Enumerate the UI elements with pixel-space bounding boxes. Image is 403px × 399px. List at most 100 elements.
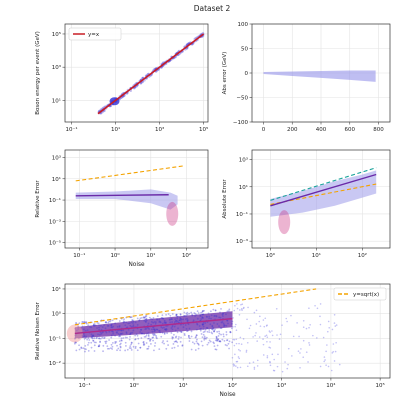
outlier-point bbox=[312, 334, 314, 337]
data-point bbox=[228, 308, 231, 311]
data-point bbox=[83, 338, 86, 340]
data-point bbox=[158, 329, 160, 332]
data-point bbox=[105, 331, 108, 334]
data-point bbox=[130, 347, 132, 349]
outlier-point bbox=[233, 364, 236, 366]
data-point bbox=[214, 315, 216, 317]
data-point bbox=[121, 332, 124, 335]
data-point bbox=[179, 317, 182, 320]
data-point bbox=[204, 337, 206, 339]
outlier-point bbox=[334, 325, 337, 327]
data-point bbox=[119, 335, 121, 338]
data-point bbox=[214, 309, 217, 312]
outlier-point bbox=[269, 347, 272, 349]
data-point bbox=[153, 321, 156, 323]
data-point bbox=[147, 347, 150, 350]
data-point bbox=[84, 350, 86, 353]
data-point bbox=[182, 318, 185, 321]
data-point bbox=[83, 321, 86, 324]
data-point bbox=[211, 332, 214, 335]
data-point bbox=[179, 330, 182, 333]
y-tick-label: −50 bbox=[236, 96, 248, 102]
outlier-point bbox=[264, 335, 266, 338]
data-point bbox=[147, 322, 150, 325]
data-point bbox=[213, 330, 216, 333]
data-point bbox=[147, 326, 149, 329]
data-point bbox=[96, 327, 98, 329]
x-tick-label: 10⁰ bbox=[266, 252, 276, 259]
data-point bbox=[215, 315, 218, 318]
data-point bbox=[114, 322, 117, 325]
data-point bbox=[197, 347, 200, 350]
data-point bbox=[91, 336, 94, 339]
data-point bbox=[213, 345, 216, 348]
data-point bbox=[216, 330, 219, 333]
data-point bbox=[82, 321, 84, 323]
data-point bbox=[175, 314, 178, 317]
data-point bbox=[140, 328, 142, 331]
data-point bbox=[214, 309, 217, 312]
outlier-point bbox=[331, 352, 334, 354]
data-point bbox=[212, 308, 215, 311]
data-point bbox=[84, 337, 87, 339]
data-point bbox=[142, 316, 145, 318]
data-point bbox=[149, 338, 152, 341]
data-point bbox=[107, 321, 110, 324]
data-point bbox=[216, 338, 218, 340]
data-point bbox=[198, 325, 201, 327]
data-point bbox=[93, 350, 96, 352]
data-point bbox=[110, 336, 113, 339]
data-point bbox=[161, 314, 164, 317]
x-tick-label: 10¹ bbox=[312, 252, 321, 259]
data-point bbox=[207, 341, 210, 344]
data-point bbox=[218, 340, 221, 343]
data-point bbox=[228, 347, 230, 350]
data-point bbox=[98, 324, 101, 327]
data-point bbox=[104, 340, 107, 343]
y-tick-label: 10¹ bbox=[52, 97, 61, 104]
data-point bbox=[122, 320, 125, 323]
outlier-point bbox=[240, 343, 243, 345]
outlier-point bbox=[265, 334, 268, 337]
data-point bbox=[101, 331, 104, 334]
data-point bbox=[196, 342, 199, 345]
outlier-point bbox=[271, 353, 274, 356]
data-point bbox=[212, 330, 215, 333]
data-point bbox=[92, 324, 95, 327]
data-point bbox=[115, 331, 118, 334]
data-point bbox=[114, 342, 117, 345]
data-point bbox=[201, 313, 204, 316]
data-point bbox=[220, 327, 223, 330]
data-point bbox=[230, 327, 233, 330]
error-band bbox=[75, 189, 178, 210]
data-point bbox=[125, 332, 128, 335]
data-point bbox=[120, 332, 122, 335]
outlier-point bbox=[245, 349, 248, 352]
data-point bbox=[213, 329, 216, 332]
data-point bbox=[165, 327, 168, 330]
data-point bbox=[171, 324, 174, 327]
data-point bbox=[212, 326, 215, 329]
data-point bbox=[169, 321, 172, 324]
outlier-point bbox=[332, 343, 335, 345]
data-point bbox=[134, 334, 137, 337]
data-point bbox=[134, 321, 137, 324]
y-axis-label: Relative Error bbox=[35, 180, 41, 218]
outlier-point bbox=[255, 309, 258, 312]
data-point bbox=[213, 315, 216, 317]
data-point bbox=[131, 319, 134, 322]
outlier-point bbox=[307, 361, 309, 363]
outlier-point bbox=[281, 324, 283, 326]
data-point bbox=[153, 334, 156, 336]
data-point bbox=[131, 331, 134, 334]
data-point bbox=[126, 326, 129, 329]
figure-title: Dataset 2 bbox=[194, 4, 231, 13]
outlier-point bbox=[319, 323, 322, 326]
outlier-point bbox=[333, 360, 336, 362]
data-point bbox=[174, 318, 177, 321]
panel-energy-scatter: 10⁻¹ 10¹ 10³ 10⁵ 10¹ 10³ 10⁵ Boson energy per e… bbox=[35, 23, 209, 133]
data-point bbox=[164, 328, 167, 331]
data-point bbox=[92, 339, 95, 342]
data-point bbox=[160, 316, 163, 319]
data-point bbox=[173, 325, 176, 328]
